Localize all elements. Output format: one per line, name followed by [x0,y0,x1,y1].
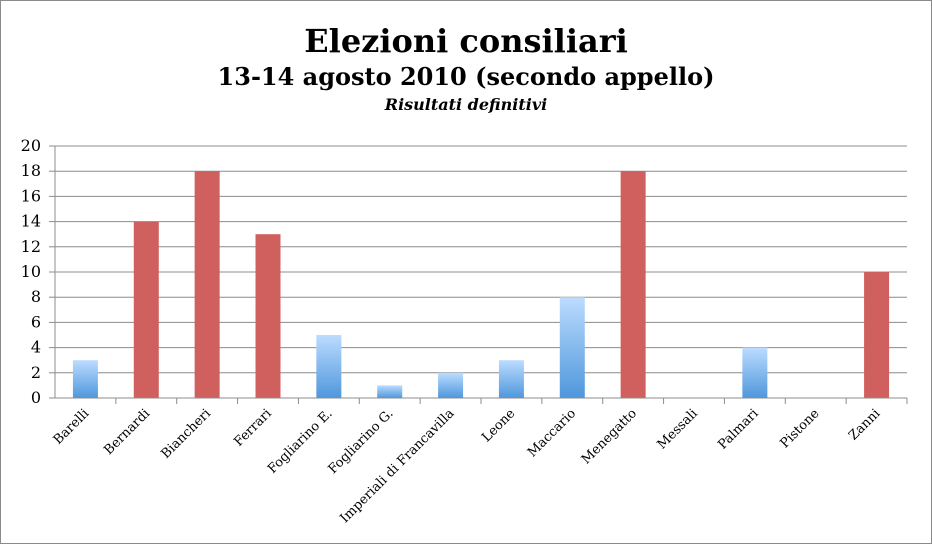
y-tick-label: 18 [21,161,41,180]
bar-biancheri [194,171,220,398]
y-axis: 0 2 4 6 8 10 12 14 16 18 20 [21,136,56,407]
x-tick-label: Pistone [777,406,822,451]
x-tick-label: Ferrari [231,406,275,450]
gridlines [55,145,907,399]
y-tick-label: 8 [31,287,41,306]
x-tick-label: Biancheri [158,406,214,462]
chart-subtitle: 13-14 agosto 2010 (secondo appello) [217,62,715,91]
x-tick-label: Bernardi [101,406,153,458]
y-tick-label: 6 [31,312,41,331]
x-tick-label: Leone [479,406,518,445]
x-tick-label: Palmari [715,406,761,452]
y-tick-label: 12 [21,237,41,256]
bar-maccario [559,297,585,398]
bar-ferrari [255,234,281,398]
x-tick-label: Menegatto [579,406,640,467]
bar-bernardi [133,221,159,398]
bar-fogliarino-g [377,385,403,398]
chart-note: Risultati definitivi [384,95,548,114]
y-tick-label: 4 [31,338,41,357]
bar-palmari [742,347,768,398]
x-tick-label: Messali [655,406,701,452]
x-axis: Barelli Bernardi Biancheri FerrariFogliarin… [49,397,908,526]
y-tick-label: 0 [31,388,41,407]
y-tick-label: 10 [21,262,41,281]
x-tick-label: Barelli [51,406,92,447]
bars [72,171,890,398]
y-tick-label: 2 [31,363,41,382]
y-tick-label: 14 [21,212,41,231]
bar-imperiali-di-francavilla [438,372,464,398]
bar-barelli [72,360,98,398]
x-tick-label: Maccario [525,406,579,460]
x-tick-label: Imperiali di Francavilla [337,406,457,526]
bar-leone [498,360,524,398]
bar-zanni [864,272,890,398]
y-tick-label: 16 [21,186,41,205]
x-tick-label: Zanni [846,406,883,443]
bar-menegatto [620,171,646,398]
y-tick-label: 20 [21,136,41,155]
chart-title: Elezioni consiliari [304,22,628,60]
bar-fogliarino-e [316,335,342,398]
